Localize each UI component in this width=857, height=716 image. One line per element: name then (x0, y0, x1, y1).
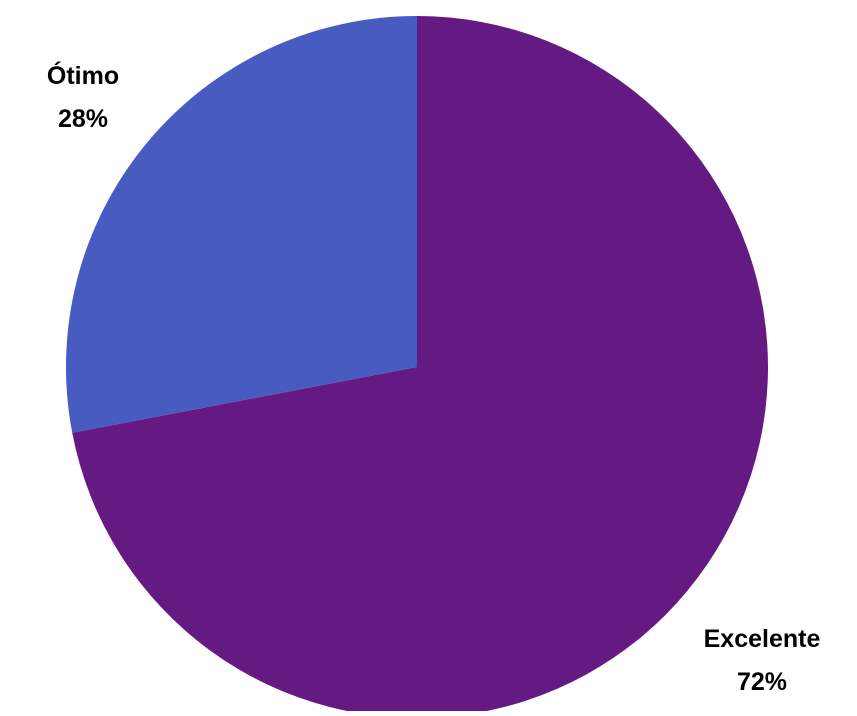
slice-value-label: 72% (737, 668, 787, 696)
pie-labels: Excelente 72% Ótimo 28% (47, 60, 821, 696)
slice-label: Excelente (704, 625, 821, 653)
pie-slices (65, 16, 768, 716)
slice-value-label: 28% (58, 105, 108, 133)
pie-slice-otimo (65, 16, 417, 433)
slice-label: Ótimo (47, 60, 119, 90)
pie-slice-excelente (72, 16, 768, 716)
